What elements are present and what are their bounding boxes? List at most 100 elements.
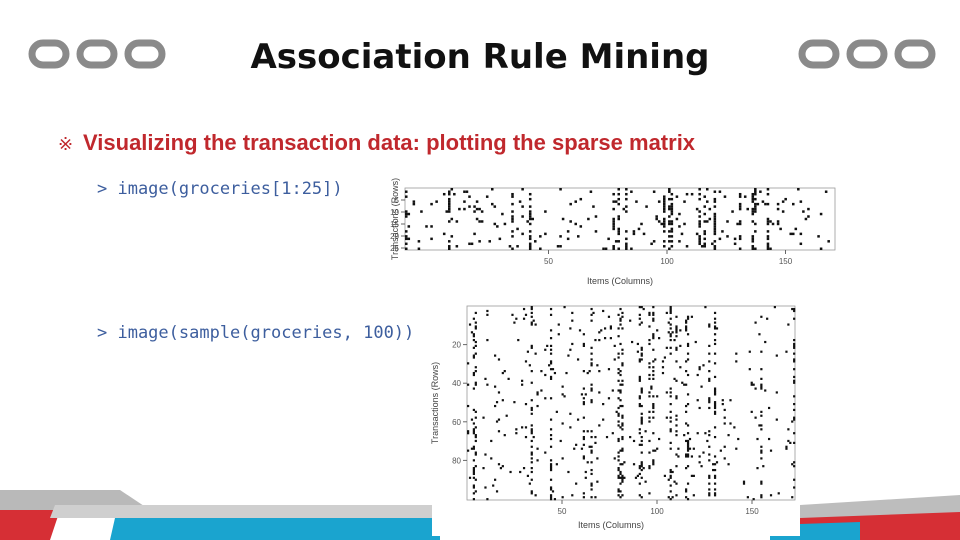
matrix-dot — [528, 212, 532, 216]
matrix-dot — [668, 188, 671, 191]
matrix-dot — [486, 498, 489, 501]
matrix-dot — [668, 215, 671, 218]
matrix-dot — [532, 319, 535, 322]
matrix-dot — [756, 467, 759, 470]
matrix-dot — [582, 401, 585, 404]
matrix-dot — [758, 424, 761, 427]
matrix-dot — [530, 315, 533, 318]
matrix-dot — [621, 480, 624, 483]
matrix-dot — [729, 422, 732, 425]
matrix-dot — [474, 366, 477, 369]
matrix-dot — [754, 416, 757, 419]
matrix-dot — [534, 323, 537, 326]
matrix-dot — [530, 311, 533, 315]
matrix-dot — [405, 237, 408, 241]
matrix-dot — [748, 350, 751, 353]
matrix-dot — [590, 319, 593, 322]
matrix-dot — [511, 313, 514, 316]
matrix-dot — [617, 389, 620, 392]
matrix-dot — [530, 307, 533, 311]
matrix-dot — [549, 468, 553, 472]
matrix-dot — [621, 435, 624, 439]
matrix-dot — [640, 463, 643, 466]
matrix-dot — [668, 190, 671, 193]
matrix-dot — [751, 220, 755, 223]
matrix-dot — [549, 360, 553, 363]
matrix-dot — [690, 315, 694, 318]
matrix-dot — [448, 192, 451, 196]
matrix-dot — [713, 220, 717, 223]
matrix-dot — [632, 439, 636, 443]
matrix-dot — [613, 358, 616, 361]
matrix-dot — [650, 387, 653, 390]
matrix-dot — [511, 195, 514, 198]
matrix-dot — [503, 370, 506, 373]
matrix-dot — [685, 327, 688, 330]
matrix-dot — [474, 327, 477, 330]
matrix-dot — [638, 358, 641, 361]
matrix-dot — [695, 207, 699, 211]
matrix-dot — [619, 470, 622, 474]
matrix-dot — [549, 375, 553, 379]
matrix-dot — [681, 381, 684, 384]
matrix-dot — [703, 232, 706, 236]
matrix-dot — [497, 463, 501, 466]
matrix-dot — [571, 494, 574, 497]
matrix-dot — [467, 449, 470, 452]
matrix-dot — [713, 412, 717, 415]
matrix-dot — [604, 247, 608, 250]
matrix-dot — [673, 377, 676, 380]
matrix-dot — [613, 344, 616, 347]
matrix-dot — [530, 424, 533, 427]
matrix-dot — [498, 237, 502, 241]
matrix-dot — [713, 215, 717, 218]
matrix-dot — [663, 202, 666, 206]
matrix-dot — [472, 498, 475, 501]
matrix-dot — [652, 403, 655, 406]
matrix-dot — [582, 370, 585, 373]
matrix-dot — [494, 478, 497, 481]
matrix-dot — [669, 474, 672, 477]
matrix-dot — [648, 410, 651, 413]
matrix-dot — [793, 432, 796, 435]
matrix-dot — [625, 245, 628, 248]
matrix-dot — [491, 188, 494, 191]
matrix-dot — [708, 325, 711, 328]
matrix-dot — [474, 410, 477, 413]
matrix-dot — [663, 210, 666, 213]
matrix-dot — [617, 455, 620, 458]
matrix-dot — [638, 432, 641, 435]
matrix-dot — [793, 403, 796, 406]
matrix-dot — [793, 395, 796, 398]
matrix-dot — [727, 434, 730, 437]
matrix-dot — [652, 348, 655, 351]
matrix-dot — [544, 373, 547, 377]
matrix-dot — [751, 192, 755, 196]
y-tick-label: 15 — [390, 220, 399, 229]
matrix-dot — [817, 235, 820, 238]
matrix-dot — [713, 488, 717, 491]
matrix-dot — [458, 207, 461, 211]
matrix-dot — [640, 422, 643, 425]
matrix-dot — [617, 247, 620, 250]
matrix-dot — [648, 325, 651, 328]
matrix-dot — [617, 197, 620, 201]
matrix-dot — [669, 323, 672, 326]
matrix-dot — [499, 467, 502, 470]
matrix-dot — [713, 338, 717, 342]
matrix-dot — [536, 391, 539, 394]
matrix-dot — [679, 366, 682, 369]
matrix-dot — [448, 247, 451, 250]
matrix-dot — [743, 195, 747, 198]
matrix-dot — [617, 379, 620, 382]
matrix-dot — [785, 350, 788, 353]
matrix-dot — [776, 220, 780, 223]
matrix-dot — [472, 428, 475, 431]
matrix-dot — [675, 434, 678, 437]
matrix-dot — [528, 205, 532, 208]
matrix-dot — [663, 197, 666, 201]
matrix-dot — [468, 476, 472, 479]
matrix-dot — [501, 465, 504, 468]
matrix-dot — [804, 217, 808, 221]
